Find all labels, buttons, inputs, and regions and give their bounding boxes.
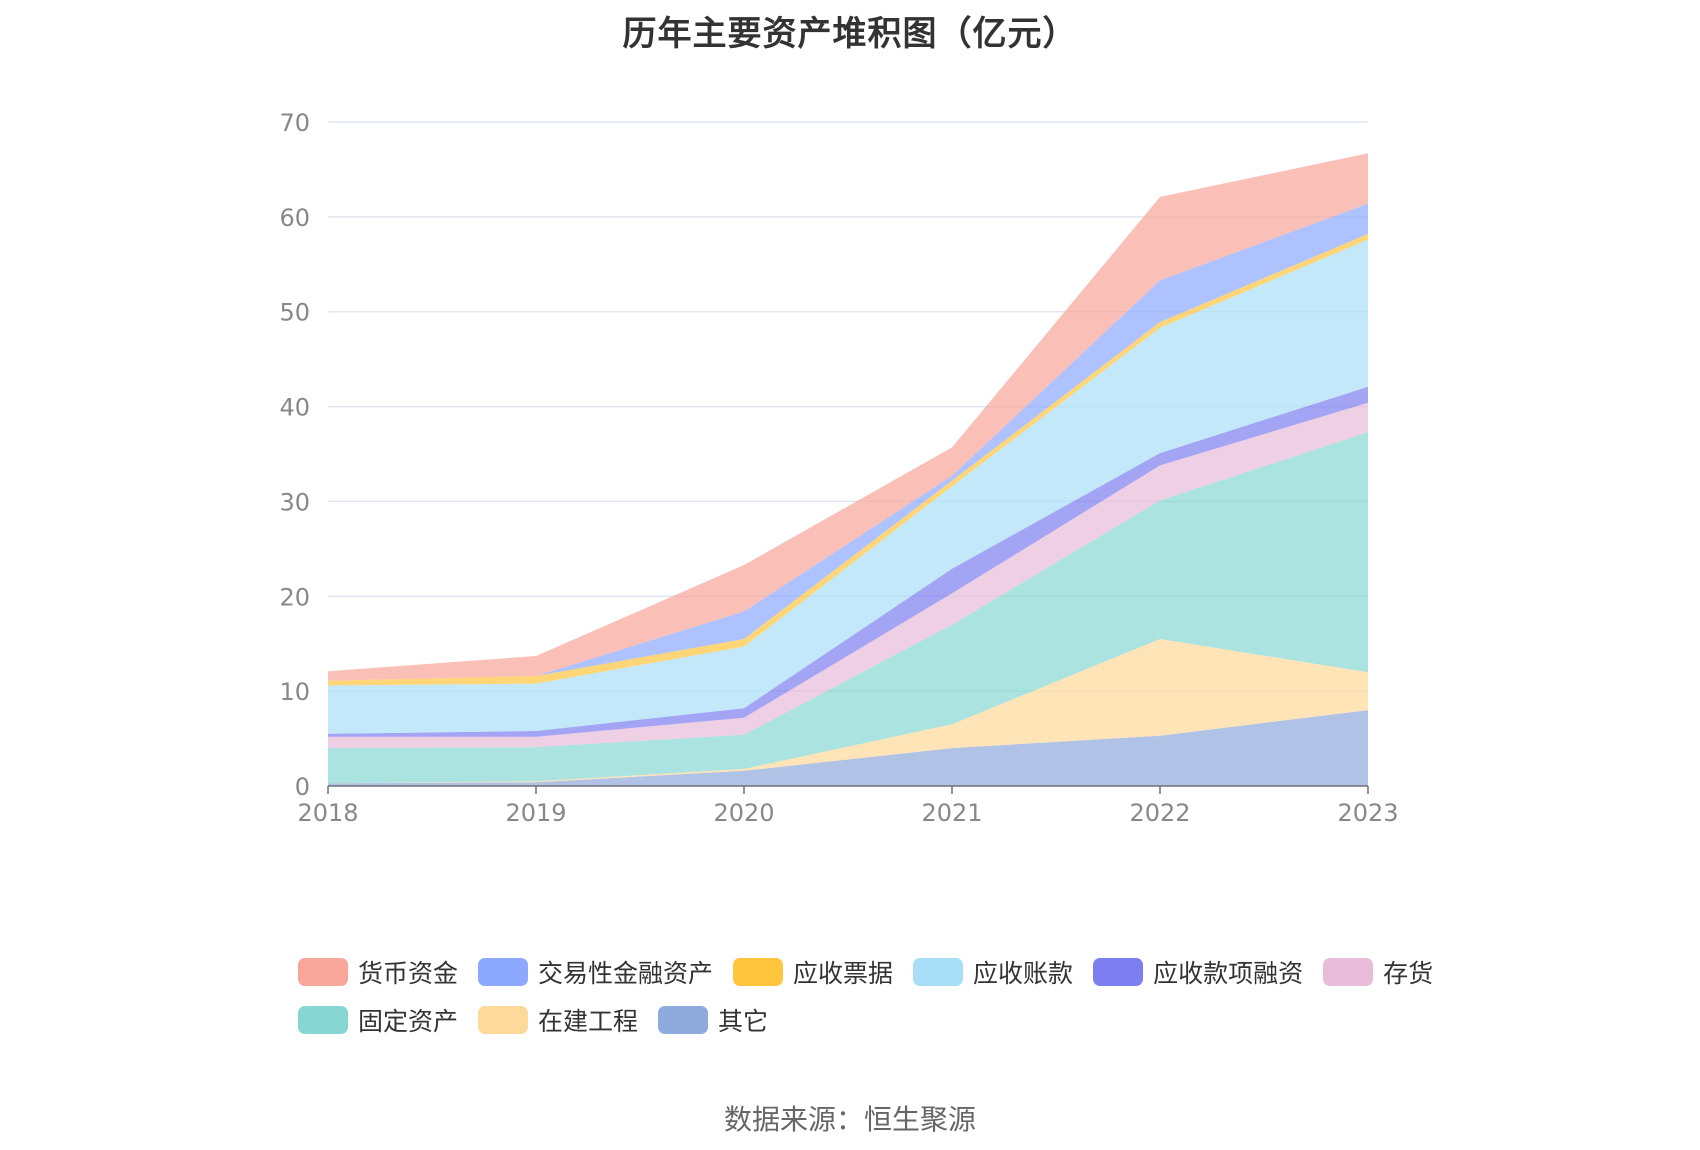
- chart-title: 历年主要资产堆积图（亿元）: [622, 14, 1078, 54]
- legend-row: 货币资金 交易性金融资产 应收票据 应收账款 应收款项融资 存货: [298, 948, 1448, 996]
- x-tick-label: 2018: [297, 799, 358, 827]
- data-source-note: 数据来源：恒生聚源: [723, 1103, 976, 1136]
- area-series: [328, 402, 1368, 749]
- legend-item[interactable]: 在建工程: [478, 1002, 638, 1038]
- legend-row: 固定资产 在建工程 其它: [298, 996, 1448, 1044]
- x-tick-label: 2023: [1337, 799, 1398, 827]
- area-series: [328, 432, 1368, 784]
- y-tick-label: 50: [279, 299, 310, 327]
- legend-label: 其它: [718, 1007, 769, 1036]
- legend-item[interactable]: 交易性金融资产: [478, 954, 713, 990]
- x-tick-label: 2019: [505, 799, 566, 827]
- legend-swatch: [478, 1006, 529, 1034]
- legend-item[interactable]: 固定资产: [298, 1002, 458, 1038]
- legend-label: 应收账款: [973, 959, 1074, 988]
- y-tick-label: 60: [279, 204, 310, 232]
- area-series: [328, 153, 1368, 681]
- area-series: [328, 233, 1368, 686]
- legend-item[interactable]: 存货: [1323, 954, 1433, 990]
- y-tick-label: 10: [279, 678, 310, 706]
- legend-swatch: [478, 958, 529, 986]
- legend-label: 交易性金融资产: [538, 959, 714, 988]
- area-series: [328, 203, 1368, 681]
- legend: 货币资金 交易性金融资产 应收票据 应收账款 应收款项融资 存货固定资产 在建工程 其它: [298, 948, 1448, 1044]
- legend-swatch: [733, 958, 784, 986]
- area-series: [328, 639, 1368, 784]
- legend-item[interactable]: 应收账款: [913, 954, 1073, 990]
- legend-item[interactable]: 货币资金: [298, 954, 458, 990]
- y-tick-label: 70: [279, 109, 310, 137]
- x-tick-label: 2020: [713, 799, 774, 827]
- legend-swatch: [298, 1006, 348, 1034]
- axis-layer: 0 10 20 30 40 50 60 70 2018 2019 2020 2021 2022 2023: [279, 109, 1398, 827]
- legend-swatch: [658, 1006, 709, 1034]
- legend-label: 货币资金: [358, 959, 459, 988]
- legend-label: 应收票据: [793, 959, 894, 988]
- y-tick-label: 20: [279, 583, 310, 611]
- legend-label: 在建工程: [538, 1007, 639, 1036]
- area-series: [328, 239, 1368, 734]
- stacked-area-chart: 0 10 20 30 40 50 60 70 2018 2019 2020 2021 2022 2023: [279, 109, 1398, 827]
- area-series: [328, 710, 1368, 786]
- y-tick-label: 30: [279, 488, 310, 516]
- legend-swatch: [1093, 958, 1144, 986]
- area-layer: [328, 153, 1368, 786]
- legend-item[interactable]: 应收款项融资: [1093, 954, 1303, 990]
- legend-swatch: [298, 958, 348, 986]
- x-tick-label: 2021: [921, 799, 982, 827]
- legend-item[interactable]: 应收票据: [733, 954, 893, 990]
- y-tick-label: 0: [295, 773, 310, 801]
- x-tick-label: 2022: [1129, 799, 1190, 827]
- legend-swatch: [913, 958, 964, 986]
- legend-swatch: [1323, 958, 1374, 986]
- y-tick-label: 40: [279, 394, 310, 422]
- area-series: [328, 386, 1368, 737]
- legend-label: 固定资产: [358, 1007, 459, 1036]
- legend-item[interactable]: 其它: [658, 1002, 768, 1038]
- legend-label: 应收款项融资: [1153, 959, 1304, 988]
- legend-label: 存货: [1383, 959, 1434, 988]
